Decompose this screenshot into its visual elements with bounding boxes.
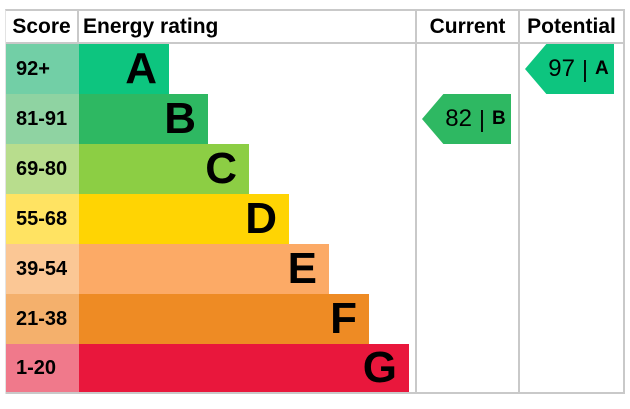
potential-cell [518, 94, 625, 144]
current-score: 82 [445, 105, 472, 132]
band-cell-b: B [79, 94, 415, 144]
potential-rating-arrow: 97 | A [525, 44, 614, 94]
current-divider: | [478, 105, 485, 132]
band-bar-d: D [79, 194, 289, 244]
header-current: Current [415, 11, 518, 44]
current-cell [415, 294, 518, 344]
band-cell-e: E [79, 244, 415, 294]
band-letter: A [125, 44, 157, 93]
band-score-c: 69-80 [6, 144, 79, 194]
potential-cell [518, 194, 625, 244]
band-cell-g: G [79, 344, 415, 394]
potential-cell [518, 244, 625, 294]
header-score: Score [6, 11, 79, 44]
band-cell-c: C [79, 144, 415, 194]
band-letter: C [205, 144, 237, 193]
band-score-d: 55-68 [6, 194, 79, 244]
band-bar-e: E [79, 244, 329, 294]
band-cell-a: A [79, 44, 415, 94]
band-score-b: 81-91 [6, 94, 79, 144]
current-cell [415, 144, 518, 194]
current-cell [415, 344, 518, 394]
potential-divider: | [581, 55, 588, 82]
current-cell [415, 244, 518, 294]
band-bar-g: G [79, 344, 409, 392]
current-letter: B [491, 108, 506, 129]
band-bar-b: B [79, 94, 208, 144]
current-cell [415, 44, 518, 94]
band-letter: F [330, 294, 357, 343]
potential-cell [518, 144, 625, 194]
band-bar-a: A [79, 44, 169, 94]
current-rating-arrow: 82 | B [422, 94, 511, 144]
potential-score: 97 [548, 55, 575, 82]
current-cell: 82 | B [415, 94, 518, 144]
band-score-f: 21-38 [6, 294, 79, 344]
potential-cell [518, 344, 625, 394]
band-letter: B [164, 94, 196, 143]
band-bar-f: F [79, 294, 369, 344]
header-energy-rating: Energy rating [79, 11, 415, 44]
band-letter: E [287, 244, 317, 293]
band-cell-f: F [79, 294, 415, 344]
potential-letter: A [594, 58, 609, 79]
band-bar-c: C [79, 144, 249, 194]
band-letter: D [245, 194, 277, 243]
potential-cell: 97 | A [518, 44, 625, 94]
band-score-e: 39-54 [6, 244, 79, 294]
header-potential: Potential [518, 11, 625, 44]
epc-table: Score Energy rating Current Potential 92… [5, 9, 625, 394]
band-score-g: 1-20 [6, 344, 79, 394]
current-cell [415, 194, 518, 244]
band-cell-d: D [79, 194, 415, 244]
band-score-a: 92+ [6, 44, 79, 94]
band-letter: G [362, 343, 397, 392]
potential-cell [518, 294, 625, 344]
